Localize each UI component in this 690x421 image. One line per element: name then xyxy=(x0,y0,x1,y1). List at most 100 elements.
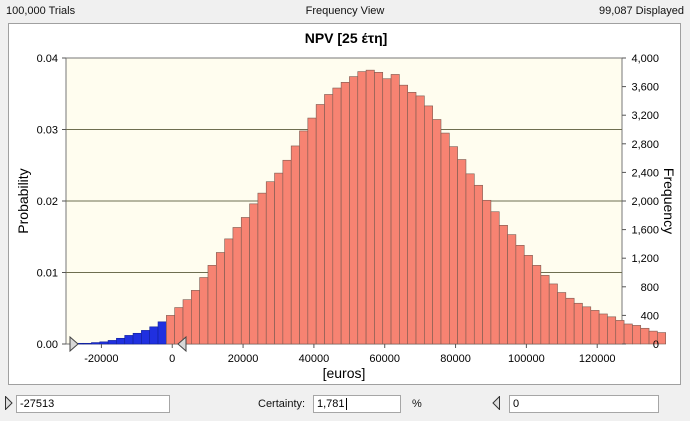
x-tick-label: 60000 xyxy=(369,353,400,365)
histogram-bar xyxy=(240,217,250,345)
y-tick-label: 0.01 xyxy=(37,268,58,280)
y-tick-label: 0.00 xyxy=(37,339,58,351)
y-right-tick-label: 1,200 xyxy=(631,253,659,265)
histogram-bar xyxy=(490,211,500,345)
certainty-value: 1,781 xyxy=(317,398,345,410)
histogram-bar xyxy=(282,159,292,345)
histogram-bar xyxy=(598,313,608,345)
y-right-tick-label: 1,600 xyxy=(631,225,659,237)
histogram-bar xyxy=(290,145,300,345)
histogram-bar xyxy=(440,132,450,345)
histogram-bar xyxy=(365,69,375,345)
y-tick-label: 0.02 xyxy=(37,196,58,208)
histogram-bar xyxy=(399,84,408,345)
histogram-bar xyxy=(657,332,666,345)
histogram-bar xyxy=(307,117,317,345)
histogram-bar-tail xyxy=(132,332,142,345)
y-right-tick-label: 3,200 xyxy=(631,110,659,122)
histogram-bar xyxy=(432,119,442,345)
histogram-bar xyxy=(415,95,425,345)
y-axis-left-label: Probability xyxy=(15,168,31,233)
histogram-bar xyxy=(607,316,617,345)
x-axis: -20000 0 20000 40000 60000 80000 100000 120000 xyxy=(84,344,616,365)
histogram-bar-tail xyxy=(124,335,134,345)
y-axis-left: 0.00 0.01 0.02 0.03 0.04 xyxy=(37,53,66,351)
histogram-bar xyxy=(182,299,192,345)
y-right-tick-label: 4,000 xyxy=(631,53,659,65)
histogram-bar xyxy=(465,173,475,345)
histogram-bar xyxy=(207,265,217,345)
y-right-tick-label: 3,600 xyxy=(631,82,659,94)
histogram-bar xyxy=(390,74,400,345)
top-status-bar: 100,000 Trials Frequency View 99,087 Dis… xyxy=(0,0,690,22)
histogram-bar xyxy=(482,199,492,345)
histogram-bar xyxy=(573,302,583,345)
right-certainty-grabber-icon[interactable] xyxy=(177,335,187,353)
histogram-bar xyxy=(249,203,259,345)
y-tick-label: 0.03 xyxy=(37,125,58,137)
histogram-bar xyxy=(532,265,542,345)
histogram-bar xyxy=(232,227,242,345)
histogram-bar xyxy=(332,87,342,345)
histogram-bar-tail xyxy=(99,341,109,345)
histogram-bar xyxy=(515,245,525,345)
text-caret xyxy=(345,398,347,410)
histogram-bar xyxy=(299,130,309,345)
histogram-bar xyxy=(357,71,367,345)
histogram-bar xyxy=(548,283,558,345)
certainty-input[interactable]: 1,781 xyxy=(313,395,401,413)
x-tick-label: -20000 xyxy=(84,353,118,365)
y-right-tick-label: 400 xyxy=(641,310,659,322)
y-tick-label: 0.04 xyxy=(37,53,58,65)
histogram-bar xyxy=(640,327,650,345)
histogram-bar-tail xyxy=(91,342,101,345)
y-right-tick-label: 2,800 xyxy=(631,139,659,151)
histogram-bar xyxy=(174,307,184,345)
histogram-bars xyxy=(74,69,666,345)
histogram-bar xyxy=(315,104,325,345)
histogram-bar xyxy=(224,238,234,345)
histogram-bar xyxy=(199,277,209,345)
histogram-bar xyxy=(507,234,517,345)
right-grabber-icon[interactable] xyxy=(492,396,500,410)
y-axis-right-label: Frequency xyxy=(661,168,677,234)
histogram-bar xyxy=(523,255,533,345)
histogram-bar-tail xyxy=(149,326,159,345)
histogram-bar xyxy=(557,292,567,345)
histogram-bar-tail xyxy=(157,321,167,345)
histogram-bar xyxy=(473,184,483,345)
histogram-bar xyxy=(424,105,433,345)
histogram-bar xyxy=(166,315,175,345)
histogram-bar xyxy=(540,275,550,345)
view-mode-label[interactable]: Frequency View xyxy=(305,5,385,17)
histogram-bar xyxy=(457,159,467,345)
displayed-count: 99,087 Displayed xyxy=(598,5,684,17)
histogram-bar xyxy=(215,252,225,345)
x-tick-label: 40000 xyxy=(299,353,330,365)
chart-title: NPV [25 έτη] xyxy=(305,30,388,46)
left-certainty-grabber-icon[interactable] xyxy=(69,335,79,353)
x-tick-label: 80000 xyxy=(440,353,471,365)
certainty-label: Certainty: xyxy=(258,398,306,410)
histogram-bar xyxy=(374,71,384,345)
right-value-input[interactable]: 0 xyxy=(509,395,659,413)
histogram-bar-tail xyxy=(82,342,92,345)
histogram-bar xyxy=(565,297,575,345)
x-tick-label: 20000 xyxy=(228,353,259,365)
histogram-bar xyxy=(340,82,350,345)
left-grabber-icon[interactable] xyxy=(5,396,13,410)
histogram-bar xyxy=(615,320,625,345)
histogram-bar-tail xyxy=(141,330,151,345)
histogram-bar xyxy=(274,172,284,345)
histogram-bar xyxy=(498,225,508,345)
histogram-bar xyxy=(449,146,458,345)
left-value-input[interactable]: -27513 xyxy=(16,395,170,413)
histogram-bar xyxy=(590,310,600,345)
histogram-bar xyxy=(632,325,642,345)
frequency-chart: NPV [25 έτη] 0.00 0.01 0.02 0.03 0.04 0 400 80… xyxy=(15,30,677,381)
histogram-bar xyxy=(324,94,334,345)
histogram-bar xyxy=(382,78,392,345)
histogram-bar xyxy=(407,92,417,345)
x-tick-label: 100000 xyxy=(508,353,545,365)
histogram-bar xyxy=(191,290,200,345)
